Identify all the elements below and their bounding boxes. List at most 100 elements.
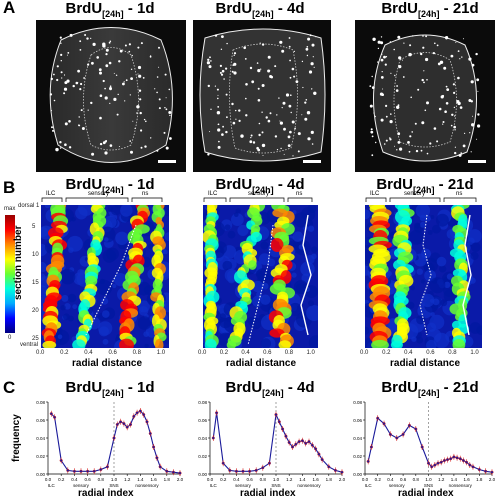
heatmap-blob <box>136 281 151 296</box>
heatmap-blob <box>261 282 269 290</box>
cell-speck <box>306 54 309 57</box>
data-point <box>152 445 156 449</box>
heatmap-x-tick: 0.4 <box>241 350 250 356</box>
cell-speck <box>436 44 439 47</box>
cell-speck <box>67 52 70 54</box>
cell-speck <box>207 153 210 156</box>
cell-speck <box>226 42 228 45</box>
cell-speck <box>96 56 99 59</box>
cell-speck <box>60 53 63 57</box>
cell-speck <box>216 88 219 91</box>
heatmap-blob <box>260 294 271 305</box>
title-c-21d: BrdU[24h] - 21d <box>381 379 479 398</box>
cell-speck <box>450 54 454 58</box>
heatmap-blob <box>234 212 239 217</box>
cell-speck <box>80 109 83 112</box>
heatmap-blob <box>60 269 76 285</box>
y-tick-label: 0.00 <box>353 472 362 477</box>
data-point <box>158 465 162 469</box>
heatmap-blob <box>102 338 109 345</box>
heatmap-blob <box>430 215 435 219</box>
cell-speck <box>372 37 376 41</box>
heatmap-x-tick: 0.2 <box>60 350 69 356</box>
cell-speck <box>51 126 53 129</box>
heatmap-blob <box>308 300 314 307</box>
cell-speck <box>442 121 445 123</box>
cell-speck <box>221 35 224 38</box>
heatmap-blob <box>469 277 476 284</box>
cell-speck <box>369 104 373 108</box>
x-tick-label: 1.0 <box>111 477 118 482</box>
heatmap-blob <box>224 224 231 231</box>
colorbar-max-label: max <box>4 206 16 212</box>
cell-speck <box>444 110 447 113</box>
cell-speck <box>439 60 444 64</box>
title-a-1d: BrdU[24h] - 1d <box>65 0 155 19</box>
cell-speck <box>138 89 142 92</box>
heatmap-hot <box>42 340 57 348</box>
cell-speck <box>83 77 85 79</box>
data-point <box>317 452 321 456</box>
cell-speck <box>209 56 211 59</box>
data-point <box>430 465 434 469</box>
cell-speck <box>217 123 220 126</box>
cell-speck <box>137 73 139 75</box>
heatmap-x-tick: 0.6 <box>263 350 272 356</box>
data-point <box>112 436 116 440</box>
heatmap-blob <box>98 326 109 337</box>
sensory-boundary <box>247 224 274 346</box>
cell-speck <box>261 131 264 134</box>
data-point <box>445 458 450 462</box>
heatmap-blob <box>311 253 317 260</box>
data-point <box>395 436 399 440</box>
cell-speck <box>119 49 123 53</box>
cell-speck <box>60 71 63 74</box>
cell-speck <box>221 133 224 136</box>
heatmap-blob <box>44 205 51 209</box>
cell-speck <box>99 116 102 120</box>
x-tick-label: 0.4 <box>387 477 394 482</box>
title-b-1d: BrdU[24h] - 1d <box>65 176 155 195</box>
cell-speck <box>259 42 261 44</box>
cell-speck <box>105 140 107 142</box>
zone-label: nonsensory <box>449 483 473 488</box>
cell-speck <box>109 40 112 43</box>
cell-speck <box>380 36 383 38</box>
cell-speck <box>113 72 115 74</box>
x-tick-label: 1.4 <box>137 477 144 482</box>
line-chart-4d: 0.00 0.02 0.04 0.06 0.08 0.0 0.2 0.4 0.6 0.8 1.0 1.… <box>198 400 345 488</box>
cell-speck <box>415 149 419 153</box>
cell-speck <box>396 105 400 110</box>
heatmap-x-tick: 1.0 <box>156 350 166 356</box>
heatmap-hot <box>72 339 86 348</box>
data-point <box>261 466 265 470</box>
cell-speck <box>408 52 412 57</box>
series-line <box>212 412 343 473</box>
cell-speck <box>420 52 423 56</box>
heatmap-x-tick: 1.0 <box>470 350 479 356</box>
title-c-4d: BrdU[24h] - 4d <box>225 379 315 398</box>
cell-speck <box>311 43 315 47</box>
cell-speck <box>294 127 296 130</box>
data-point <box>178 471 182 475</box>
x-tick-label: 1.2 <box>124 477 131 482</box>
heatmap-blob <box>436 256 447 267</box>
heatmap-blob <box>72 304 78 310</box>
cell-speck <box>217 145 221 149</box>
cell-speck <box>395 89 399 92</box>
cell-speck <box>377 47 380 50</box>
outer-boundary <box>462 214 472 336</box>
cell-speck <box>288 104 292 108</box>
cell-speck <box>225 130 228 134</box>
cell-speck <box>471 63 475 67</box>
x-tick-label: 1.4 <box>451 477 458 482</box>
cell-speck <box>412 35 414 37</box>
cell-speck <box>461 56 463 58</box>
heatmap-blob <box>293 280 308 295</box>
cell-speck <box>426 152 429 155</box>
heatmap-blob <box>429 314 445 330</box>
data-point <box>53 415 57 419</box>
cell-speck <box>139 98 142 101</box>
data-point <box>221 461 225 465</box>
cell-speck <box>380 41 384 45</box>
